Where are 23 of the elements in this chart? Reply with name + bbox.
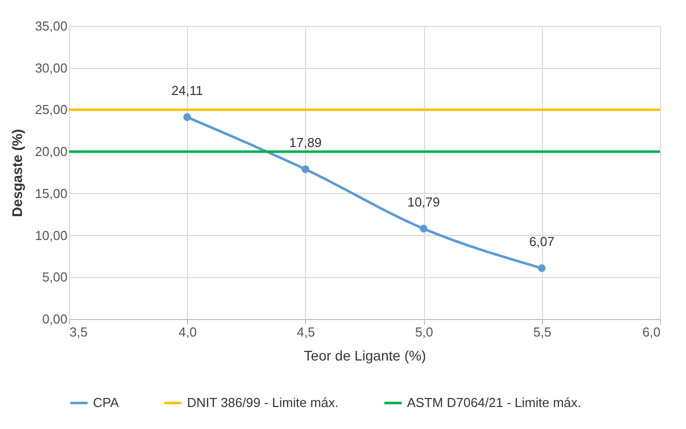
y-tick-label: 5,00 <box>42 270 68 285</box>
data-label: 6,07 <box>529 234 554 250</box>
y-tick-label: 35,00 <box>34 18 68 34</box>
legend-label: DNIT 386/99 - Limite máx. <box>187 395 338 410</box>
x-tick-label: 3,5 <box>70 324 88 340</box>
x-axis-title: Teor de Ligante (%) <box>304 348 426 364</box>
data-label: 17,89 <box>289 135 322 150</box>
y-tick-label: 0,00 <box>42 312 68 326</box>
x-tick-label: 5,5 <box>533 324 552 340</box>
y-axis-title: Desgaste (%) <box>8 129 25 217</box>
y-tick-label: 10,00 <box>34 228 68 243</box>
x-tick-label: 6,0 <box>642 324 660 340</box>
y-tick-label: 15,00 <box>34 186 68 201</box>
data-label: 24,11 <box>171 83 203 98</box>
x-tick-label: 4,5 <box>296 324 315 340</box>
y-tick-label: 25,00 <box>34 102 68 118</box>
legend-label: ASTM D7064/21 - Limite máx. <box>407 395 582 410</box>
data-label: 10,79 <box>407 194 440 210</box>
y-tick-label: 30,00 <box>34 60 68 76</box>
y-tick-label: 20,00 <box>34 144 68 160</box>
x-tick-label: 4,0 <box>178 324 197 340</box>
x-tick-label: 5,0 <box>415 324 434 340</box>
legend-label: CPA <box>93 395 120 410</box>
